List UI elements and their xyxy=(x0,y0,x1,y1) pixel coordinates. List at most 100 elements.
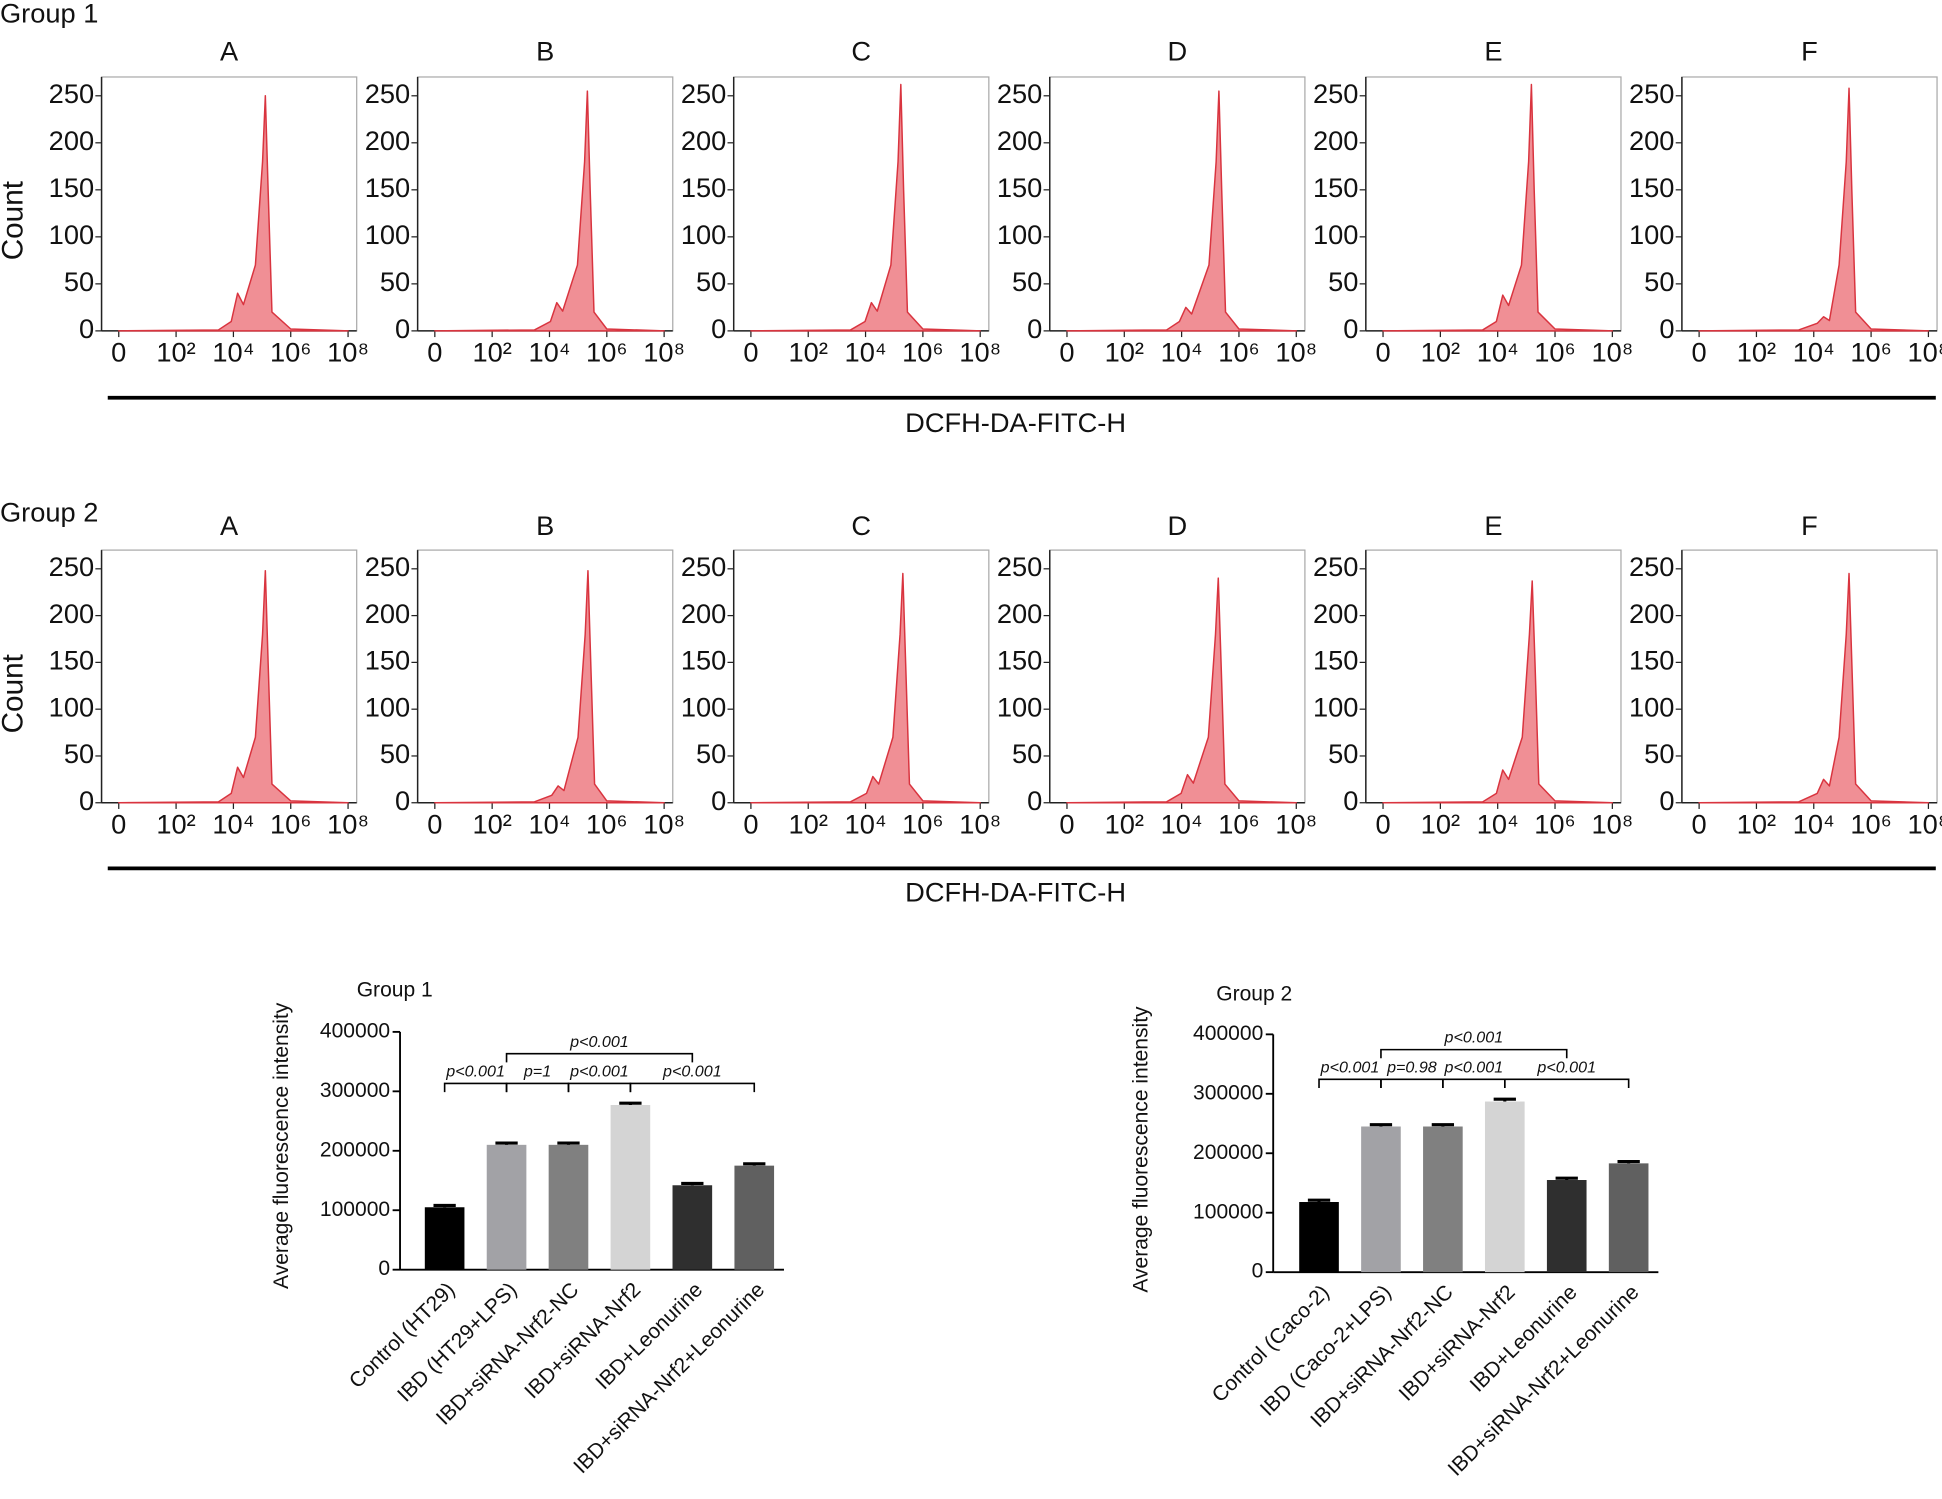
y-tick-label: 300000 xyxy=(320,1079,390,1102)
y-tick-label: 100 xyxy=(1313,219,1358,250)
y-axis-label: Average fluorescence intensity xyxy=(270,1002,293,1289)
y-tick-label: 150 xyxy=(997,645,1042,676)
significance-bracket xyxy=(505,1052,694,1063)
x-tick-label: 10² xyxy=(789,337,828,368)
panel-title: E xyxy=(1484,510,1502,541)
bar xyxy=(1546,1180,1587,1273)
y-tick-label: 100 xyxy=(365,691,410,722)
x-tick-label: 10⁸ xyxy=(1908,337,1942,368)
histogram-area xyxy=(118,95,349,332)
x-tick-label: 10⁴ xyxy=(845,808,887,839)
y-tick-label: 100 xyxy=(365,219,410,250)
bar xyxy=(548,1144,589,1270)
y-tick-label: 150 xyxy=(681,172,726,203)
significance-label: p=0.98 xyxy=(1386,1058,1437,1076)
panel-title: F xyxy=(1801,36,1818,67)
y-tick-label: 0 xyxy=(79,313,94,344)
panel-title: B xyxy=(536,36,554,67)
x-tick-label: 10⁶ xyxy=(1850,808,1892,839)
histogram-area xyxy=(750,83,981,332)
y-tick-label: 0 xyxy=(79,785,94,816)
y-tick-label: 200 xyxy=(1629,598,1674,629)
error-bar xyxy=(1307,1198,1331,1203)
x-tick-label: 10⁸ xyxy=(959,808,1001,839)
significance-label: p<0.001 xyxy=(662,1063,722,1081)
error-bar xyxy=(495,1141,518,1145)
x-tick-label: 10⁶ xyxy=(1850,337,1892,368)
bar xyxy=(1484,1101,1525,1273)
plot-frame xyxy=(733,549,990,804)
panel-title: D xyxy=(1168,510,1188,541)
error-bar xyxy=(1493,1097,1516,1102)
x-tick-label: 0 xyxy=(1059,808,1074,839)
significance-bracket xyxy=(567,1082,632,1093)
x-tick-label: 0 xyxy=(427,808,442,839)
x-tick-label: 10⁶ xyxy=(586,337,628,368)
y-tick-label: 250 xyxy=(365,551,410,582)
x-tick-label: 10⁶ xyxy=(270,337,312,368)
x-tick-label: 10⁸ xyxy=(1591,337,1633,368)
x-tick-label: 10² xyxy=(1737,808,1776,839)
y-tick-label: 200 xyxy=(49,598,94,629)
y-tick-label: 200 xyxy=(997,598,1042,629)
x-tick-label: 10⁴ xyxy=(212,337,254,368)
significance-label: p<0.001 xyxy=(1444,1029,1504,1047)
plot-frame xyxy=(100,549,358,804)
x-tick-label: 0 xyxy=(427,337,442,368)
bar xyxy=(1299,1202,1339,1273)
significance-bracket xyxy=(1318,1078,1382,1089)
panel-title: D xyxy=(1168,36,1188,67)
y-tick-label: 200 xyxy=(681,125,726,156)
y-tick-label: 50 xyxy=(380,266,410,297)
y-tick-label: 200000 xyxy=(320,1138,390,1161)
x-tick-label: 10² xyxy=(156,808,195,839)
y-tick-label: 250 xyxy=(1629,551,1674,582)
y-tick-label: 250 xyxy=(1313,78,1358,109)
bar xyxy=(734,1165,775,1270)
x-tick-label: 10⁸ xyxy=(1591,808,1633,839)
x-tick-label: 0 xyxy=(743,337,758,368)
y-tick-label: 400000 xyxy=(1193,1022,1263,1045)
y-tick-label: 150 xyxy=(365,645,410,676)
x-tick-label: 10⁸ xyxy=(1275,337,1317,368)
error-bar xyxy=(681,1181,704,1186)
y-tick-label: 200 xyxy=(1313,125,1358,156)
panel-title: E xyxy=(1484,36,1502,67)
x-tick-label: 10⁴ xyxy=(845,337,887,368)
x-tick-label: IBD+Leonurine xyxy=(1466,1281,1582,1397)
chart-title: Group 1 xyxy=(357,979,433,1002)
error-bar xyxy=(1555,1176,1578,1181)
y-tick-label: 250 xyxy=(681,551,726,582)
x-tick-label: 0 xyxy=(111,337,126,368)
panel-title: F xyxy=(1801,510,1818,541)
panel-title: B xyxy=(536,510,554,541)
y-tick-label: 200 xyxy=(365,125,410,156)
x-tick-label: 10² xyxy=(472,808,511,839)
significance-label: p<0.001 xyxy=(569,1033,629,1051)
y-tick-label: 50 xyxy=(696,738,726,769)
significance-label: p<0.001 xyxy=(445,1063,505,1081)
y-tick-label: 150 xyxy=(49,172,94,203)
bar xyxy=(610,1105,651,1270)
y-tick-label: 0 xyxy=(1252,1260,1264,1283)
x-tick-label: 10⁸ xyxy=(327,337,369,368)
row-title: Group 1 xyxy=(0,0,98,28)
x-tick-label: 10⁴ xyxy=(528,337,570,368)
x-tick-label: 10² xyxy=(1421,337,1460,368)
bar xyxy=(424,1207,465,1270)
x-tick-label: 10⁴ xyxy=(1477,337,1519,368)
histogram-area xyxy=(1382,83,1614,332)
histogram-area xyxy=(1698,87,1930,332)
y-tick-label: 150 xyxy=(49,645,94,676)
significance-bracket xyxy=(1380,1048,1568,1059)
significance-label: p<0.001 xyxy=(1444,1058,1504,1076)
error-bar xyxy=(1369,1123,1393,1127)
significance-bracket xyxy=(629,1082,756,1093)
x-tick-label: IBD+siRNA-Nrf2 xyxy=(1395,1281,1520,1406)
histogram-area xyxy=(1066,577,1298,804)
x-tick-label: 10² xyxy=(1421,808,1460,839)
y-tick-label: 150 xyxy=(681,645,726,676)
histogram-area xyxy=(434,569,665,804)
y-tick-label: 100 xyxy=(997,691,1042,722)
plot-frame xyxy=(100,76,358,332)
